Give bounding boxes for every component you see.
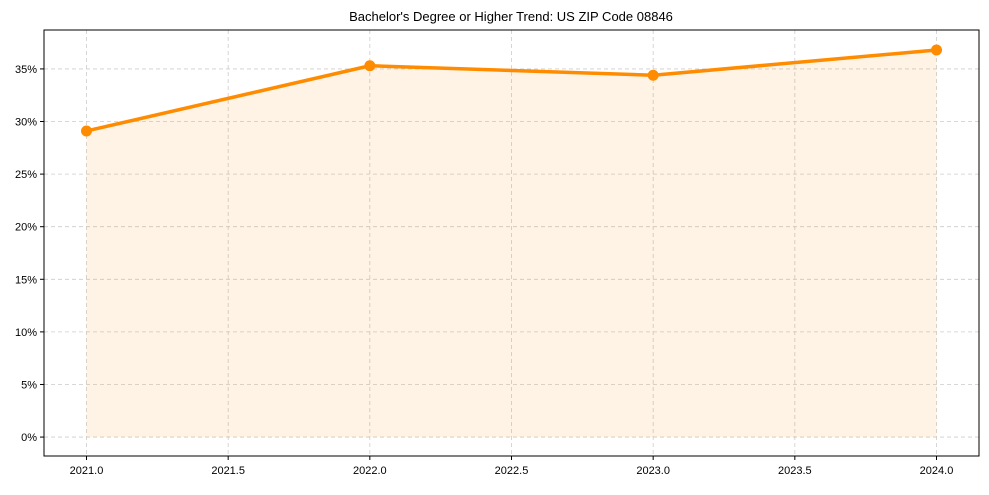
data-point	[931, 44, 942, 56]
x-axis: 2021.0 2021.5 2022.0 2022.5 2023.0 2023.5 2024…	[70, 456, 954, 477]
x-tick-label: 2024.0	[920, 465, 954, 477]
x-tick-label: 2022.0	[353, 465, 387, 477]
series-area	[86, 49, 937, 438]
y-tick-label: 15%	[15, 274, 37, 286]
y-tick-label: 35%	[15, 64, 37, 76]
x-tick-label: 2021.5	[211, 465, 245, 477]
y-tick-label: 20%	[15, 222, 37, 234]
area-fill	[86, 49, 937, 438]
x-tick-label: 2023.0	[636, 465, 670, 477]
y-tick-label: 30%	[15, 117, 37, 129]
x-tick-label: 2021.0	[70, 465, 104, 477]
x-tick-label: 2023.5	[778, 465, 812, 477]
y-tick-label: 25%	[15, 169, 37, 181]
y-tick-label: 0%	[21, 432, 37, 444]
x-tick-label: 2022.5	[495, 465, 529, 477]
data-point	[364, 60, 376, 72]
data-point	[81, 125, 92, 137]
series-lines	[86, 48, 937, 133]
y-axis: 0% 5% 10% 15% 20% 25% 30% 35%	[15, 64, 44, 444]
grid	[44, 30, 979, 456]
data-point	[647, 69, 659, 81]
series-line	[86, 48, 937, 133]
data-points	[81, 44, 942, 137]
chart-title: Bachelor's Degree or Higher Trend: US ZI…	[349, 9, 673, 24]
y-tick-label: 5%	[21, 379, 37, 391]
y-tick-label: 10%	[15, 327, 37, 339]
